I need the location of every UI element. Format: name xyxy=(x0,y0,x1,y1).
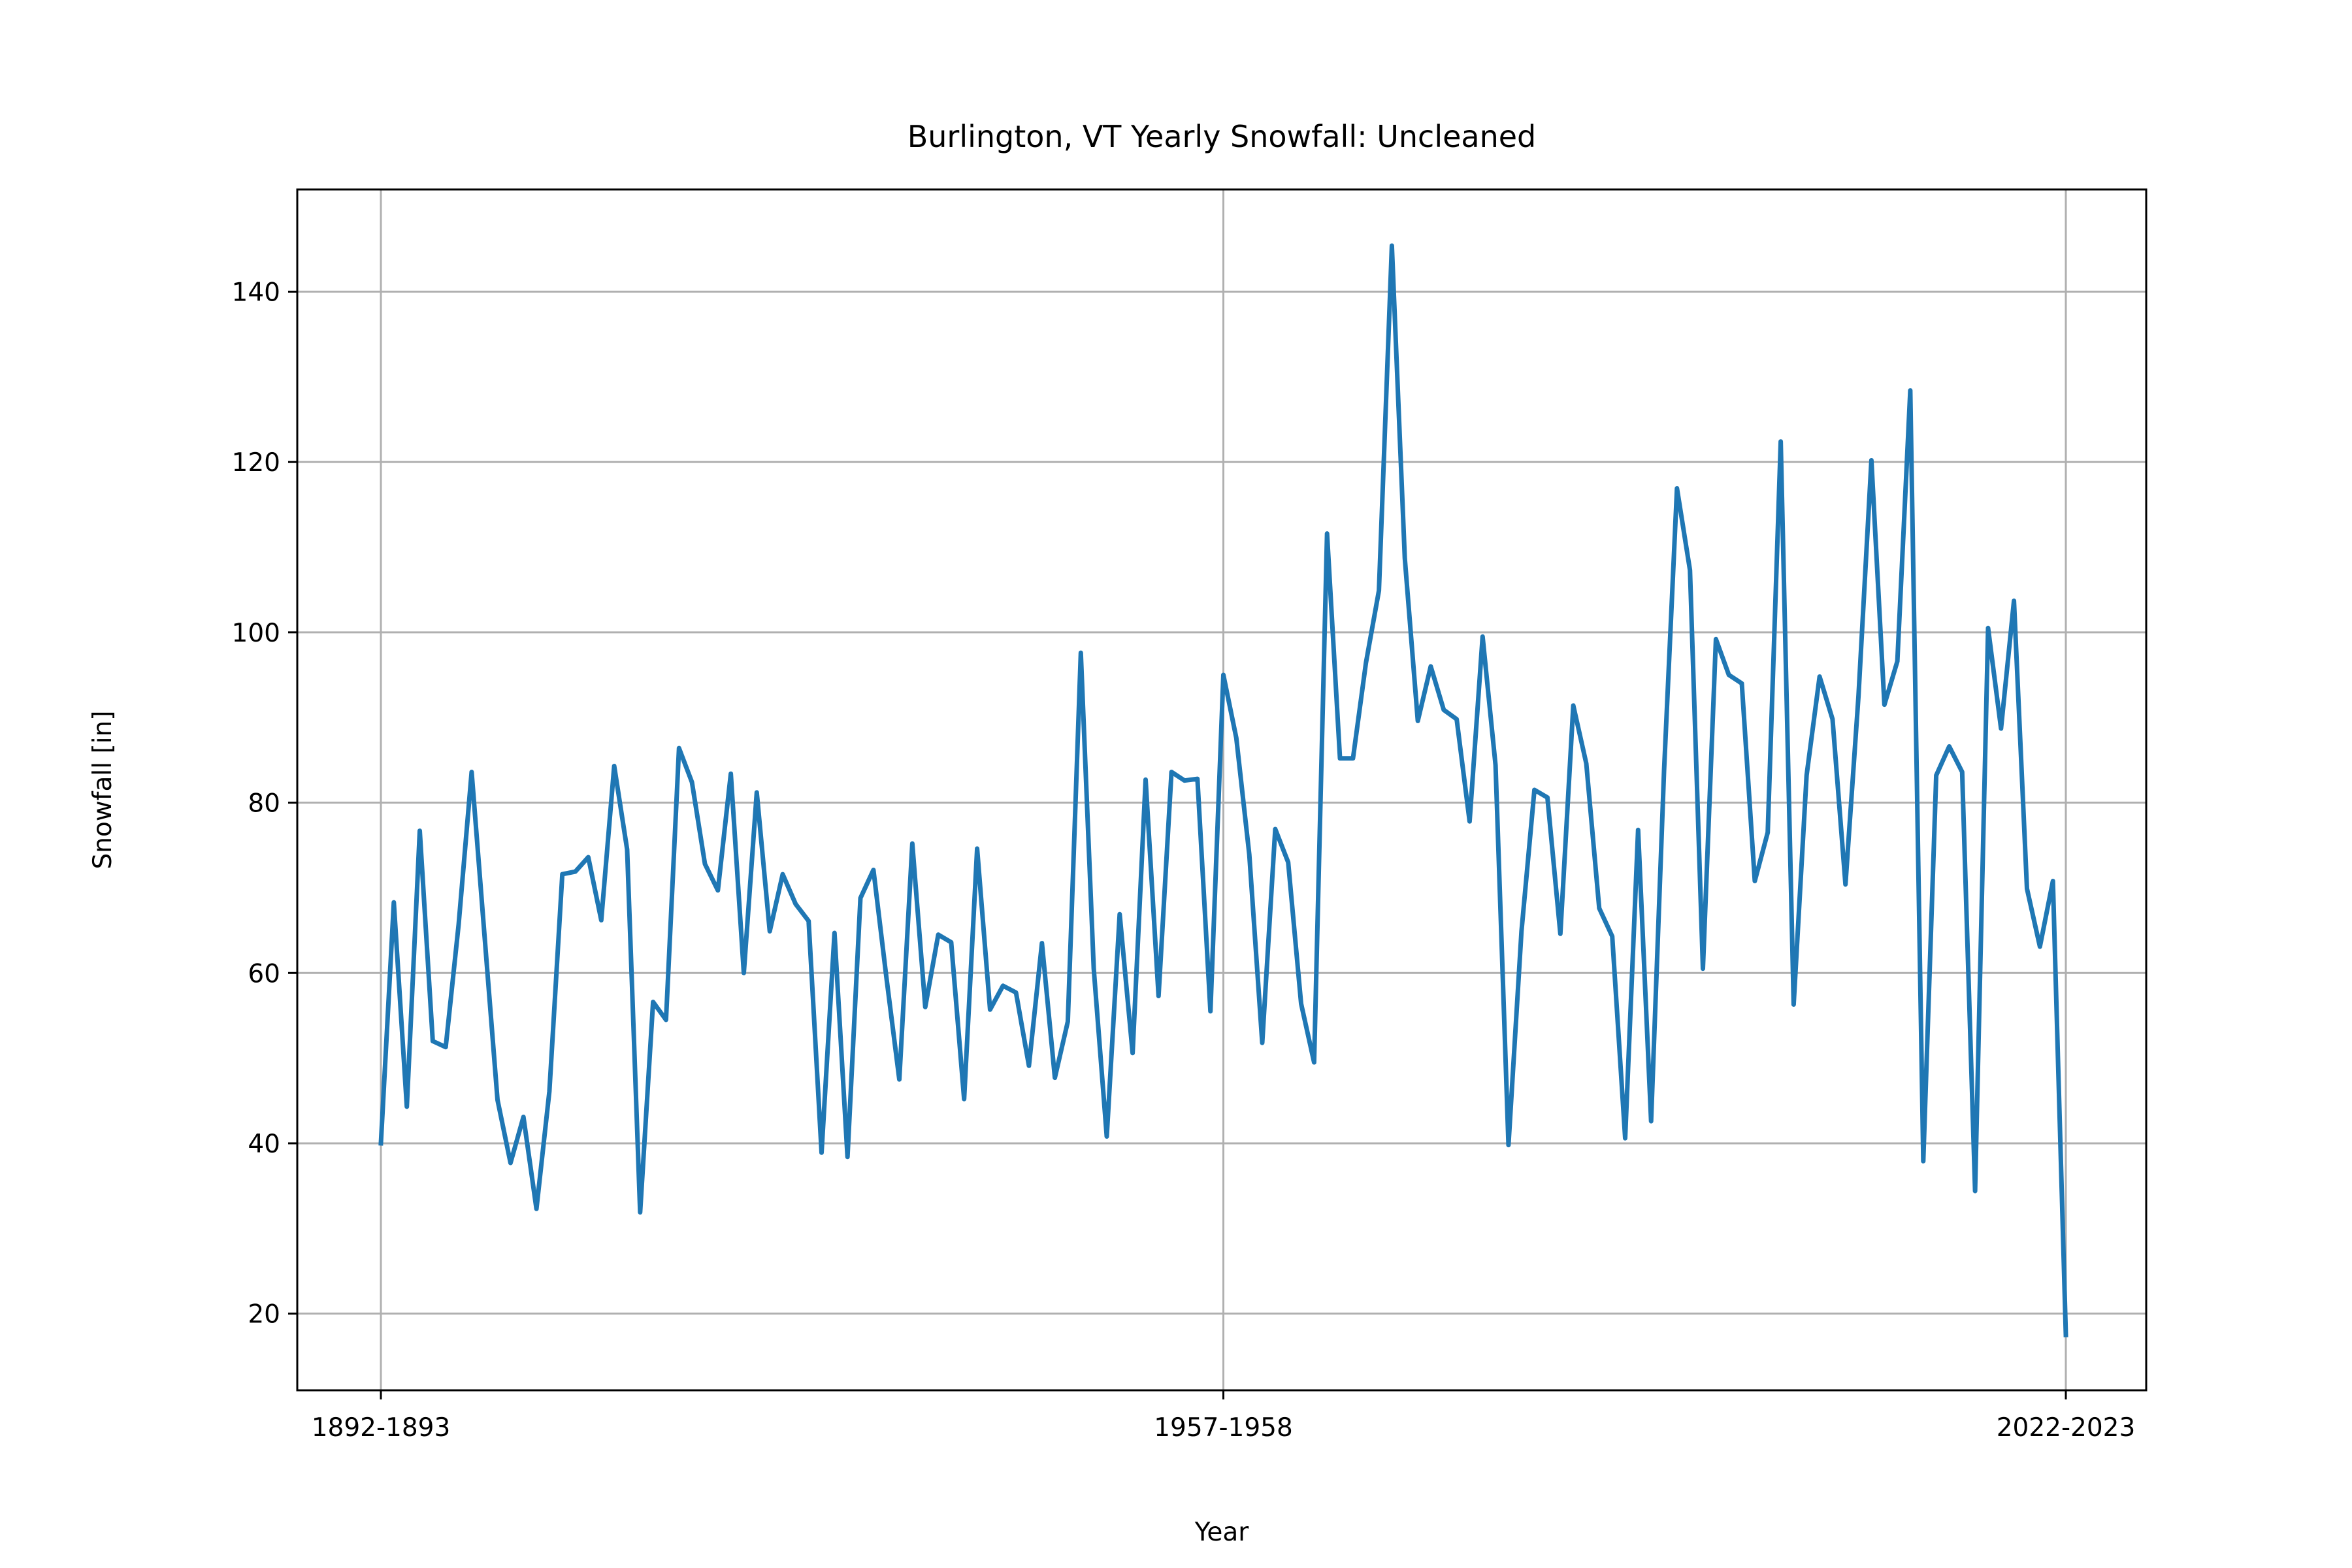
x-tick-label: 1957-1958 xyxy=(1154,1413,1293,1443)
y-tick-label: 40 xyxy=(248,1130,280,1159)
x-axis-label: Year xyxy=(1194,1518,1250,1547)
plot-frame xyxy=(296,188,2148,1392)
y-tick-label: 140 xyxy=(232,278,280,307)
x-tick-label: 2022-2023 xyxy=(1997,1413,2136,1443)
grid xyxy=(297,189,2146,1390)
y-axis-label: Snowfall [in] xyxy=(88,711,118,870)
y-tick-label: 80 xyxy=(248,789,280,819)
y-tick-label: 20 xyxy=(248,1300,280,1330)
axis-ticks: 20 40 60 80 100 120 140 1892-1893 1957-1958 2022-… xyxy=(232,278,2136,1443)
snowfall-series-line xyxy=(378,243,2068,1337)
y-tick-label: 60 xyxy=(248,959,280,988)
chart-title: Burlington, VT Yearly Snowfall: Uncleane… xyxy=(907,119,1537,154)
x-tick-label: 1892-1893 xyxy=(312,1413,451,1443)
y-tick-label: 100 xyxy=(232,619,280,648)
y-tick-label: 120 xyxy=(232,448,280,478)
